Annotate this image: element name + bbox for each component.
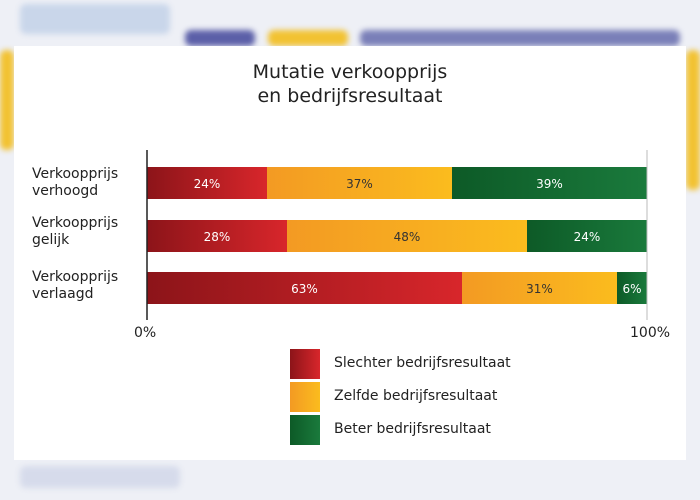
bar-value-label: 31% xyxy=(526,282,553,296)
bar-value-label: 39% xyxy=(536,177,563,191)
legend-swatch xyxy=(290,415,320,445)
bar-value-label: 6% xyxy=(622,282,641,296)
blurred-sidebar xyxy=(686,50,700,190)
bar-segment-beter xyxy=(452,167,647,199)
bar-segment-zelfde xyxy=(462,272,617,304)
legend-label: Zelfde bedrijfsresultaat xyxy=(334,388,498,404)
bar-value-label: 24% xyxy=(194,177,221,191)
category-label-line: verhoogd xyxy=(32,183,99,199)
bar-segment-beter xyxy=(617,272,647,304)
legend-label: Beter bedrijfsresultaat xyxy=(334,421,491,437)
category-label-line: gelijk xyxy=(32,232,70,248)
category-label-line: Verkoopprijs xyxy=(32,215,119,231)
category-label-line: Verkoopprijs xyxy=(32,166,119,182)
blurred-nav-item xyxy=(360,30,680,46)
bar-segment-slechter xyxy=(147,220,287,252)
category-label-gelijk: Verkoopprijs gelijk xyxy=(32,215,142,249)
legend-swatch xyxy=(290,382,320,412)
bar-value-label: 37% xyxy=(346,177,373,191)
blurred-logo xyxy=(20,4,170,34)
category-label-verlaagd: Verkoopprijs verlaagd xyxy=(32,269,142,303)
x-tick-label-max: 100% xyxy=(630,325,671,341)
bar-segment-zelfde xyxy=(287,220,527,252)
category-label-line: verlaagd xyxy=(32,286,94,302)
bar-segment-slechter xyxy=(147,167,267,199)
legend-swatch xyxy=(290,349,320,379)
chart-card xyxy=(14,46,686,460)
bar-segment-zelfde xyxy=(267,167,452,199)
blurred-nav-item xyxy=(268,30,348,46)
blurred-nav-item xyxy=(185,30,255,46)
chart-title-line-1: Mutatie verkoopprijs xyxy=(252,61,448,83)
bar-value-label: 48% xyxy=(394,230,421,244)
bar-segment-slechter xyxy=(147,272,462,304)
category-label-verhoogd: Verkoopprijs verhoogd xyxy=(32,166,142,200)
bar-value-label: 24% xyxy=(574,230,601,244)
category-label-line: Verkoopprijs xyxy=(32,269,119,285)
blurred-footer xyxy=(20,466,180,488)
chart-title-line-2: en bedrijfsresultaat xyxy=(257,85,443,107)
x-tick-label-min: 0% xyxy=(134,325,157,341)
bar-value-label: 63% xyxy=(291,282,318,296)
blurred-sidebar xyxy=(0,50,14,150)
bar-value-label: 28% xyxy=(204,230,231,244)
legend-label: Slechter bedrijfsresultaat xyxy=(334,355,511,371)
bar-segment-beter xyxy=(527,220,647,252)
chart-title: Mutatie verkoopprijs en bedrijfsresultaa… xyxy=(0,60,700,108)
